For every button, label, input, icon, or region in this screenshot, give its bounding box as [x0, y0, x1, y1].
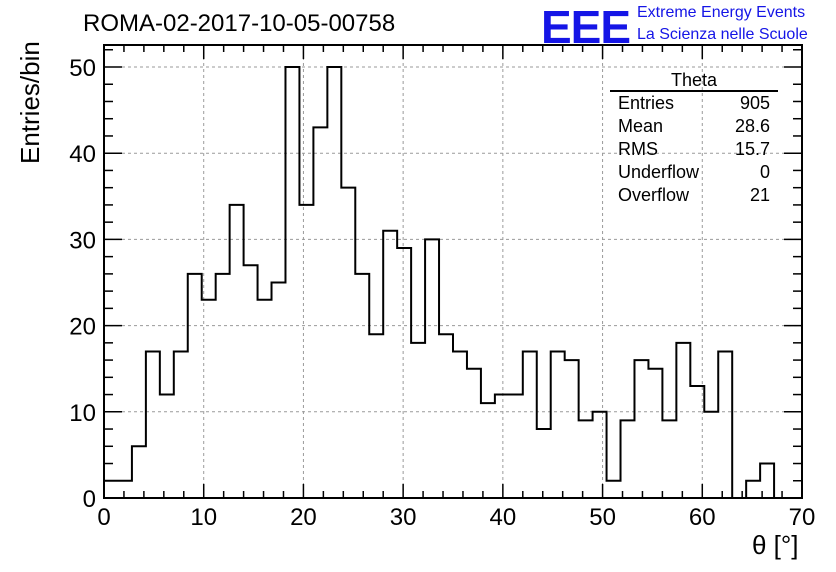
histogram-bin: [188, 274, 202, 498]
y-tick-label: 50: [69, 55, 96, 82]
histogram-bin: [579, 420, 593, 498]
histogram-bin: [132, 446, 146, 498]
histogram-bin: [453, 351, 467, 498]
stats-value: 15.7: [734, 139, 770, 159]
stats-label: Overflow: [618, 185, 690, 205]
histogram-bin: [593, 412, 607, 498]
stats-label: RMS: [618, 139, 658, 159]
y-axis-label: Entries/bin: [15, 41, 45, 164]
histogram-bin: [467, 369, 481, 498]
histogram-bin: [285, 67, 299, 498]
y-tick-label: 30: [69, 227, 96, 254]
histogram-bin: [272, 283, 286, 499]
stats-label: Mean: [618, 116, 664, 136]
y-tick-label: 0: [83, 486, 96, 513]
logo-line-1: Extreme Energy Events: [637, 4, 806, 21]
histogram-bin: [160, 395, 174, 498]
stats-row: Mean 28.6: [610, 115, 778, 138]
histogram-bin: [174, 351, 188, 498]
x-tick-label: 60: [689, 504, 716, 531]
plot-frame: [103, 44, 803, 499]
histogram-bin: [244, 265, 258, 498]
histogram-bin: [369, 334, 383, 498]
histogram-bin: [258, 300, 272, 498]
histogram-bin: [662, 420, 676, 498]
stats-value: 905: [739, 93, 770, 113]
stats-label: Entries: [618, 93, 675, 113]
stats-box: Theta Entries 905 Mean 28.6 RMS 15.7 Und…: [610, 70, 778, 207]
stats-row: Overflow 21: [610, 184, 778, 207]
x-axis-label: θ [°]: [752, 530, 799, 560]
histogram-bin: [607, 481, 621, 498]
y-tick-label: 20: [69, 314, 96, 341]
histogram-bin: [718, 351, 732, 498]
histogram-bin: [690, 386, 704, 498]
histogram-bin: [634, 360, 648, 498]
chart-title: ROMA-02-2017-10-05-00758: [83, 10, 396, 37]
x-tick-label: 20: [290, 504, 317, 531]
stats-row: Entries 905: [610, 92, 778, 115]
histogram-bin: [146, 351, 160, 498]
histogram-bin: [760, 464, 774, 498]
histogram-bin: [565, 360, 579, 498]
histogram-bin: [551, 351, 565, 498]
histogram-bin: [523, 351, 537, 498]
stats-label: Underflow: [618, 162, 700, 182]
histogram-bin: [355, 274, 369, 498]
x-tick-label: 0: [97, 504, 110, 531]
histogram-bin: [439, 334, 453, 498]
histogram-bin: [299, 205, 313, 498]
x-tick-label: 40: [490, 504, 517, 531]
stats-value: 28.6: [734, 116, 770, 136]
histogram-bin: [216, 274, 230, 498]
stats-value: 21: [749, 185, 770, 205]
x-tick-label: 10: [190, 504, 217, 531]
histogram-bin: [397, 248, 411, 498]
stats-row: RMS 15.7: [610, 138, 778, 161]
histogram-bin: [746, 481, 760, 498]
histogram-bin: [230, 205, 244, 498]
x-tick-label: 30: [390, 504, 417, 531]
histogram-bin: [621, 420, 635, 498]
stats-title: Theta: [610, 70, 778, 92]
eee-logo: EEE: [541, 1, 631, 53]
stats-value: 0: [759, 162, 770, 182]
y-tick-label: 10: [69, 400, 96, 427]
histogram-bin: [537, 429, 551, 498]
x-tick-label: 70: [789, 504, 816, 531]
histogram-bin: [481, 403, 495, 498]
histogram-bin: [104, 481, 118, 498]
histogram-bin: [383, 231, 397, 498]
histogram-bin: [704, 412, 718, 498]
histogram-bin: [202, 300, 216, 498]
histogram-bin: [495, 395, 509, 498]
stats-row: Underflow 0: [610, 161, 778, 184]
histogram-outline: [103, 66, 776, 499]
histogram-bin: [648, 369, 662, 498]
histogram-bin: [425, 239, 439, 498]
x-tick-label: 50: [589, 504, 616, 531]
histogram-bin: [341, 188, 355, 498]
histogram-bin: [509, 395, 523, 498]
logo-line-2: La Scienza nelle Scuole: [637, 26, 808, 43]
histogram-bin: [411, 343, 425, 498]
histogram-bin: [313, 127, 327, 498]
histogram-bin: [118, 481, 132, 498]
histogram-bin: [676, 343, 690, 498]
histogram-bin: [327, 67, 341, 498]
y-tick-label: 40: [69, 141, 96, 168]
